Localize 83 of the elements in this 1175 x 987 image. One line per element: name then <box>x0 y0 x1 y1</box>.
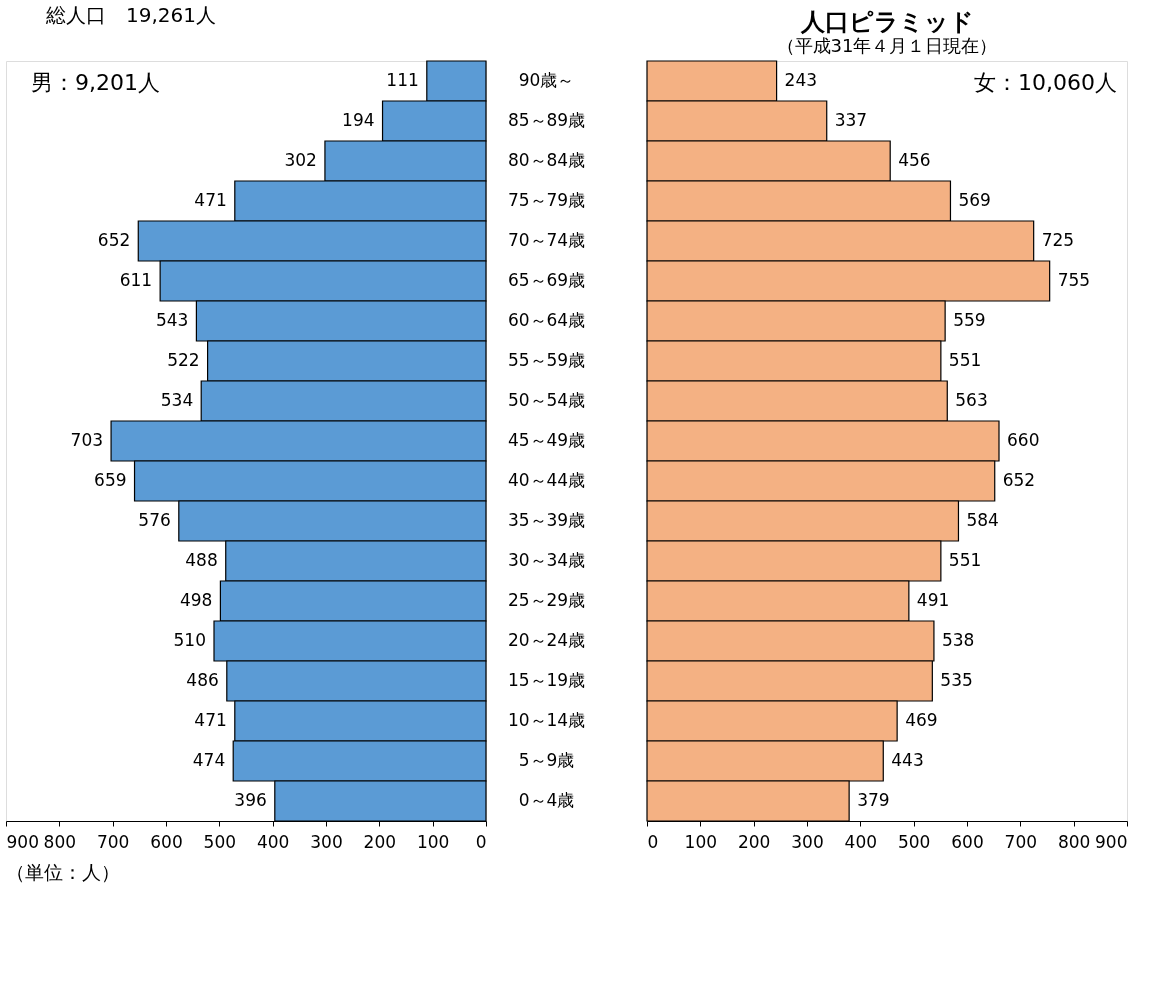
x-tick-label: 700 <box>96 831 130 852</box>
data-label: 194 <box>342 110 375 130</box>
y-tick-label: 5～9歳 <box>518 750 575 770</box>
data-label: 456 <box>898 150 931 170</box>
y-tick-label: 50～54歳 <box>507 390 586 410</box>
annotation: 男：9,201人 <box>31 70 160 95</box>
y-tick-label: 35～39歳 <box>507 510 586 530</box>
data-label: 111 <box>386 70 419 90</box>
y-tick-label: 45～49歳 <box>507 430 586 450</box>
data-label: 471 <box>194 710 227 730</box>
x-tick-label: 600 <box>150 831 183 852</box>
data-label: 652 <box>97 230 131 250</box>
annotation: 女：10,060人 <box>974 70 1117 95</box>
data-label: 652 <box>1002 470 1036 490</box>
data-label: 243 <box>784 70 818 90</box>
x-tick-label: 400 <box>256 831 290 852</box>
y-tick-label: 15～19歳 <box>507 670 586 690</box>
x-tick-label: 800 <box>43 831 77 852</box>
data-label: 534 <box>160 390 194 410</box>
y-tick-label: 40～44歳 <box>507 470 586 490</box>
y-tick-label: 30～34歳 <box>507 550 586 570</box>
data-label: 471 <box>194 190 227 210</box>
data-label: 660 <box>1007 430 1040 450</box>
chart-title: 人口ピラミッド <box>799 8 974 37</box>
x-tick-label: 800 <box>1057 831 1091 852</box>
data-label: 474 <box>192 750 226 770</box>
data-label: 551 <box>948 350 982 370</box>
data-label: 659 <box>94 470 127 490</box>
x-tick-label: 400 <box>844 831 878 852</box>
y-tick-label: 0～4歳 <box>518 790 575 810</box>
x-tick-label: 300 <box>791 831 824 852</box>
data-label: 755 <box>1057 270 1091 290</box>
data-label: 396 <box>234 790 267 810</box>
data-label: 379 <box>857 790 890 810</box>
y-tick-label: 25～29歳 <box>507 590 586 610</box>
x-tick-label: 700 <box>1004 831 1038 852</box>
data-label: 538 <box>941 630 975 650</box>
data-label: 443 <box>891 750 924 770</box>
chart-subtitle: （平成31年４月１日現在） <box>776 35 998 57</box>
data-label: 569 <box>958 190 991 210</box>
x-tick-label: 0 <box>647 831 659 852</box>
x-tick-label: 900 <box>1095 831 1128 852</box>
data-label: 510 <box>173 630 206 650</box>
data-label: 559 <box>953 310 986 330</box>
data-label: 469 <box>905 710 938 730</box>
y-tick-label: 70～74歳 <box>507 230 586 250</box>
y-tick-label: 20～24歳 <box>507 630 586 650</box>
y-tick-label: 65～69歳 <box>507 270 586 290</box>
x-tick-label: 100 <box>684 831 718 852</box>
data-label: 486 <box>186 670 219 690</box>
x-tick-label: 600 <box>951 831 984 852</box>
data-label: 576 <box>138 510 171 530</box>
y-tick-label: 60～64歳 <box>507 310 586 330</box>
x-tick-label: 200 <box>363 831 397 852</box>
data-label: 703 <box>70 430 104 450</box>
text: 総人口 19,261人 <box>45 3 216 27</box>
x-tick-label: 500 <box>203 831 237 852</box>
x-tick-label: 0 <box>475 831 487 852</box>
data-label: 337 <box>834 110 868 130</box>
data-label: 563 <box>955 390 988 410</box>
data-label: 535 <box>940 670 973 690</box>
x-tick-label: 500 <box>897 831 931 852</box>
y-tick-label: 85～89歳 <box>507 110 586 130</box>
x-tick-label: 100 <box>416 831 450 852</box>
y-tick-label: 10～14歳 <box>507 710 586 730</box>
data-label: 491 <box>916 590 950 610</box>
data-label: 725 <box>1041 230 1075 250</box>
y-tick-label: 90歳～ <box>518 70 575 90</box>
data-label: 522 <box>167 350 200 370</box>
x-tick-label: 200 <box>737 831 771 852</box>
text: （単位：人） <box>6 861 120 883</box>
x-tick-label: 900 <box>6 831 39 852</box>
x-tick-label: 300 <box>310 831 343 852</box>
data-label: 488 <box>185 550 218 570</box>
data-label: 302 <box>284 150 317 170</box>
y-tick-label: 55～59歳 <box>507 350 586 370</box>
data-label: 551 <box>948 550 982 570</box>
y-tick-label: 75～79歳 <box>507 190 586 210</box>
data-label: 543 <box>155 310 189 330</box>
y-tick-label: 80～84歳 <box>507 150 586 170</box>
data-label: 584 <box>966 510 999 530</box>
data-label: 498 <box>179 590 213 610</box>
data-label: 611 <box>119 270 153 290</box>
